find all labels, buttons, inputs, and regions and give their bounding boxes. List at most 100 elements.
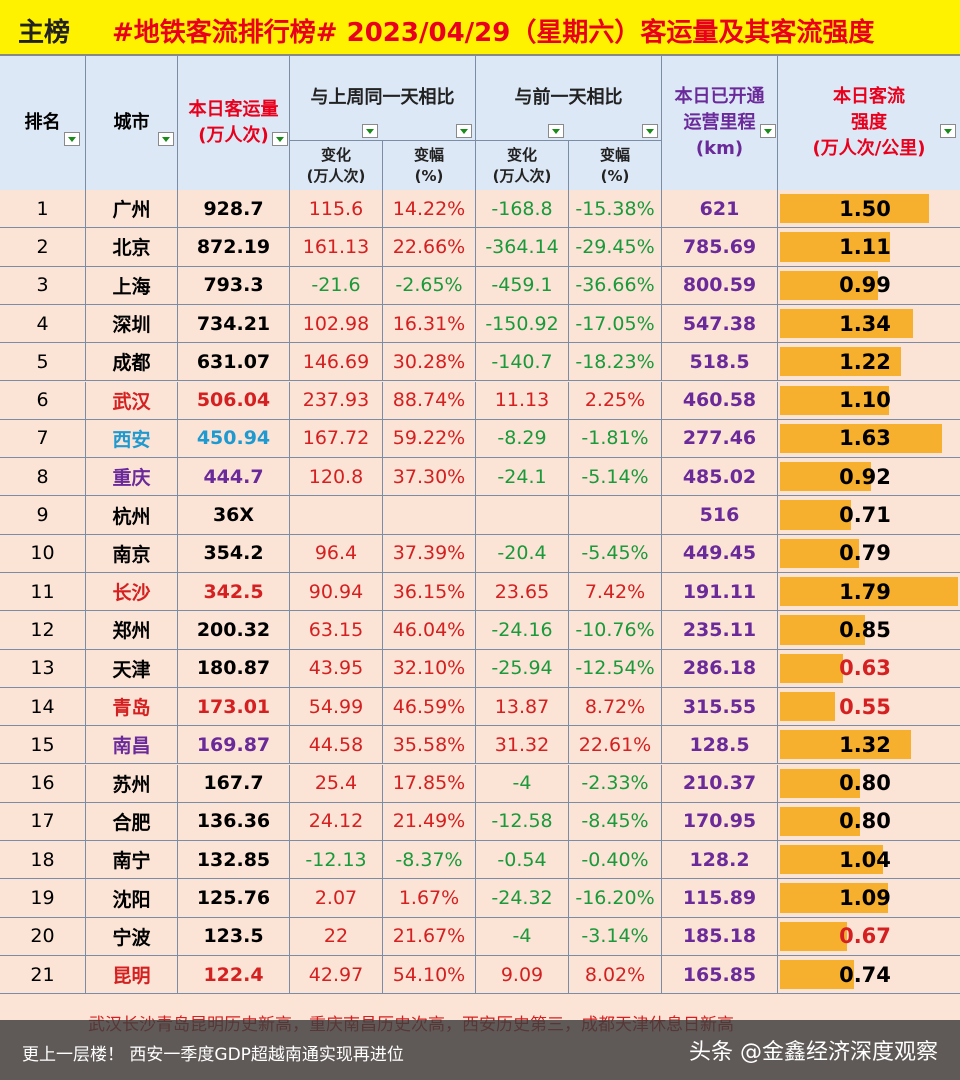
filter-dropdown-icon[interactable] — [456, 124, 472, 138]
cell-wk-chg: 237.93 — [290, 381, 383, 419]
cell-city: 天津 — [86, 649, 178, 687]
table-row: 15 南昌 169.87 44.58 35.58% 31.32 22.61% 128.5 1.3… — [0, 726, 960, 765]
intensity-bar — [780, 883, 889, 913]
cell-wk-pct — [383, 496, 476, 534]
cell-km: 785.69 — [662, 228, 778, 266]
cell-city: 长沙 — [86, 573, 178, 611]
cell-wk-chg: -21.6 — [290, 266, 383, 304]
cell-city: 南宁 — [86, 841, 178, 879]
cell-city: 武汉 — [86, 381, 178, 419]
cell-rank: 10 — [0, 534, 86, 572]
cell-km: 315.55 — [662, 687, 778, 726]
cell-km: 191.11 — [662, 573, 778, 611]
cell-km: 277.46 — [662, 419, 778, 458]
cell-wk-pct: 1.67% — [383, 879, 476, 917]
cell-pd-chg: 9.09 — [476, 956, 569, 994]
cell-wk-chg: 146.69 — [290, 343, 383, 381]
filter-dropdown-icon[interactable] — [362, 124, 378, 138]
cell-wk-chg: 43.95 — [290, 649, 383, 687]
header-week-compare: 与上周同一天相比 — [290, 56, 476, 140]
cell-wk-pct: 16.31% — [383, 304, 476, 343]
filter-dropdown-icon[interactable] — [940, 124, 956, 138]
intensity-bar — [780, 768, 860, 798]
cell-pd-chg: 23.65 — [476, 573, 569, 611]
cell-city: 苏州 — [86, 764, 178, 802]
cell-daily: 180.87 — [178, 649, 290, 687]
cell-km: 800.59 — [662, 266, 778, 304]
header-rank[interactable]: 排名 — [0, 56, 86, 190]
cell-wk-chg: 63.15 — [290, 611, 383, 649]
intensity-bar — [780, 806, 860, 837]
cell-rank: 4 — [0, 304, 86, 343]
cell-intensity: 0.74 — [839, 962, 891, 987]
cell-wk-pct: -8.37% — [383, 841, 476, 879]
cell-intensity: 1.09 — [839, 886, 891, 911]
filter-dropdown-icon[interactable] — [64, 132, 80, 146]
cell-wk-chg: 22 — [290, 917, 383, 955]
intensity-bar — [780, 462, 872, 492]
cell-rank: 16 — [0, 764, 86, 802]
cell-city: 南昌 — [86, 726, 178, 764]
cell-wk-chg: 167.72 — [290, 419, 383, 458]
filter-dropdown-icon[interactable] — [272, 132, 288, 146]
cell-intensity: 1.34 — [839, 311, 891, 336]
header-city[interactable]: 城市 — [86, 56, 178, 190]
cell-daily: 122.4 — [178, 956, 290, 994]
cell-city: 杭州 — [86, 496, 178, 534]
cell-daily: 169.87 — [178, 726, 290, 764]
cell-daily: 200.32 — [178, 611, 290, 649]
cell-km: 547.38 — [662, 304, 778, 343]
header-intensity[interactable]: 本日客流 强度 (万人次/公里) — [778, 56, 960, 190]
cell-wk-pct: 88.74% — [383, 381, 476, 419]
cell-pd-chg: -459.1 — [476, 266, 569, 304]
cell-intensity: 1.22 — [839, 349, 891, 374]
cell-rank: 14 — [0, 687, 86, 726]
filter-dropdown-icon[interactable] — [642, 124, 658, 138]
cell-km: 128.2 — [662, 841, 778, 879]
intensity-bar — [780, 960, 854, 990]
cell-wk-chg: 25.4 — [290, 764, 383, 802]
cell-wk-pct: 14.22% — [383, 190, 476, 228]
cell-intensity: 1.10 — [839, 388, 891, 413]
table-row: 21 昆明 122.4 42.97 54.10% 9.09 8.02% 165.85 0.74 — [0, 956, 960, 995]
cell-pd-chg: -8.29 — [476, 419, 569, 458]
cell-rank: 8 — [0, 458, 86, 496]
cell-wk-pct: 22.66% — [383, 228, 476, 266]
cell-wk-pct: 32.10% — [383, 649, 476, 687]
cell-daily: 123.5 — [178, 917, 290, 955]
cell-daily: 132.85 — [178, 841, 290, 879]
filter-dropdown-icon[interactable] — [760, 124, 776, 138]
filter-dropdown-icon[interactable] — [158, 132, 174, 146]
cell-rank: 19 — [0, 879, 86, 917]
intensity-bar — [780, 577, 958, 607]
cell-rank: 12 — [0, 611, 86, 649]
cell-rank: 3 — [0, 266, 86, 304]
footer-link[interactable]: 更上一层楼！ 西安一季度GDP超越南通实现再进位 — [22, 1045, 404, 1065]
table-body: 1 广州 928.7 115.6 14.22% -168.8 -15.38% 621 1.50 2… — [0, 190, 960, 1000]
cell-pd-chg: 11.13 — [476, 381, 569, 419]
table-row: 16 苏州 167.7 25.4 17.85% -4 -2.33% 210.37 0.80 — [0, 764, 960, 803]
cell-daily: 136.36 — [178, 802, 290, 841]
cell-intensity: 0.67 — [839, 924, 891, 949]
cell-wk-chg: 115.6 — [290, 190, 383, 228]
intensity-bar — [780, 730, 912, 760]
table-row: 19 沈阳 125.76 2.07 1.67% -24.32 -16.20% 115.89 1.… — [0, 879, 960, 918]
cell-pd-pct: -5.14% — [569, 458, 662, 496]
intensity-bar — [780, 615, 865, 645]
intensity-bar — [780, 385, 890, 415]
header-mileage[interactable]: 本日已开通 运营里程 (km) — [662, 56, 778, 190]
table-row: 7 西安 450.94 167.72 59.22% -8.29 -1.81% 277.46 1.… — [0, 419, 960, 459]
table-row: 20 宁波 123.5 22 21.67% -4 -3.14% 185.18 0.67 — [0, 917, 960, 956]
cell-intensity: 1.50 — [839, 196, 891, 221]
cell-city: 重庆 — [86, 458, 178, 496]
title-bar: 主榜 #地铁客流排行榜# 2023/04/29（星期六）客运量及其客流强度 — [0, 0, 960, 56]
cell-intensity: 0.80 — [839, 771, 891, 796]
cell-pd-chg: -140.7 — [476, 343, 569, 381]
cell-pd-pct: 8.02% — [569, 956, 662, 994]
cell-wk-chg: -12.13 — [290, 841, 383, 879]
table-row: 4 深圳 734.21 102.98 16.31% -150.92 -17.05% 547.3… — [0, 304, 960, 344]
filter-dropdown-icon[interactable] — [548, 124, 564, 138]
header-daily[interactable]: 本日客运量 (万人次) — [178, 56, 290, 190]
cell-daily: 450.94 — [178, 419, 290, 458]
cell-city: 南京 — [86, 534, 178, 572]
